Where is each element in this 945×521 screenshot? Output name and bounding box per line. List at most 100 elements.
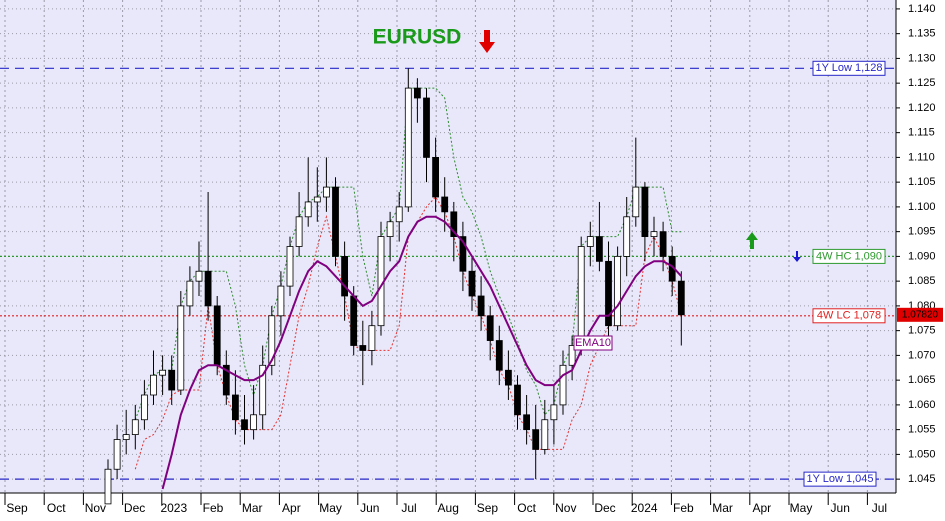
y-tick-label: 1.060 [908,399,936,411]
candle-body [614,255,621,327]
candle-body [632,186,640,218]
x-tick-label: Apr [282,501,301,515]
candle-body [650,231,658,238]
plot-area [0,0,896,493]
candle-body [186,280,194,307]
last-price-box [897,307,943,322]
candle-body [277,285,285,317]
candle-body [350,295,358,346]
candle-body [222,364,230,396]
level-label-box [803,471,877,487]
x-tick-label: Dec [124,501,145,515]
candle-body [586,236,594,247]
candle-body [104,468,112,505]
y-tick-label: 1.090 [908,250,936,262]
x-tick-label: Mar [242,501,263,515]
level-label: 4W LC 1,078 [817,310,881,322]
y-tick-label: 1.125 [908,77,936,89]
candle-body [605,260,612,327]
candle-body [359,345,367,351]
y-tick-label: 1.070 [908,349,936,361]
y-tick-label: 1.095 [908,226,936,238]
candle-body [532,429,540,450]
candle-body [213,305,221,366]
candle-body [432,157,440,198]
candle-body [495,340,503,371]
candle-body [514,384,521,416]
x-tick-label: Nov [85,501,106,515]
candle-body [168,369,176,391]
candle-body [596,236,603,262]
x-tick-label: May [319,501,342,515]
candle-body [259,364,267,416]
y-tick-label: 1.050 [908,448,936,460]
candle-body [140,394,148,421]
x-tick-label: Oct [47,501,66,515]
x-tick-label: Sep [477,501,499,515]
candle-body [241,419,248,431]
x-tick-label: Feb [203,501,224,515]
y-tick-label: 1.130 [908,52,936,64]
level-label: 1Y Low 1,128 [815,62,882,74]
candle-body [341,255,349,297]
candle-body [659,231,667,257]
candle-body [568,345,576,366]
candle-body [677,280,685,316]
candle-body [150,374,157,396]
candle-body [231,394,239,421]
x-tick-label: Jun [831,501,850,515]
down-arrow-small [793,251,801,262]
y-tick-label: 1.100 [908,201,936,213]
y-tick-label: 1.075 [908,325,936,337]
level-label-box [812,60,886,76]
x-tick-label: 2023 [160,501,187,515]
y-tick-label: 1.110 [908,151,935,163]
candle-body [468,270,476,297]
candle-body [286,246,294,287]
y-tick-label: 1.120 [908,102,936,114]
candle-body [450,211,458,238]
ema-label-box [573,335,613,351]
candle-body [423,97,430,158]
chart-title: EURUSD [373,26,462,49]
candle-body [304,201,312,218]
candle-body [504,369,512,386]
bottom-axis-area [0,493,896,521]
x-tick-label: 2024 [631,501,658,515]
candle-body [523,414,530,431]
x-tick-label: Dec [594,501,615,515]
x-tick-label: Nov [555,501,576,515]
level-label: 1Y Low 1,045 [806,473,873,485]
candle-body [368,325,376,351]
candle-body [477,295,485,317]
y-tick-label: 1.105 [908,176,936,188]
candle-body [250,414,258,431]
candle-body [459,236,467,272]
candle-body [623,216,631,257]
right-axis-area [896,0,945,521]
candle-body [122,434,130,440]
candle-body [413,87,421,99]
candle-body [295,216,303,247]
candle-body [159,369,167,376]
y-tick-label: 1.055 [908,424,936,436]
x-tick-label: May [790,501,813,515]
x-tick-label: Aug [438,501,459,515]
candle-body [386,221,394,238]
candle-body [559,364,567,406]
ema-line [161,215,683,490]
candle-body [332,186,339,257]
x-tick-label: Oct [517,501,536,515]
level-label: 4W HC 1,090 [816,250,882,262]
ema-label: EMA10 [575,337,611,349]
y-tick-label: 1.045 [908,473,936,485]
candle-body [268,315,276,366]
x-tick-label: Mar [712,501,733,515]
candle-body [641,186,649,238]
x-tick-label: Apr [752,501,771,515]
candle-body [404,87,412,208]
level-label-box [812,308,886,324]
level-label-box [812,248,886,264]
x-tick-label: Jul [401,501,416,515]
